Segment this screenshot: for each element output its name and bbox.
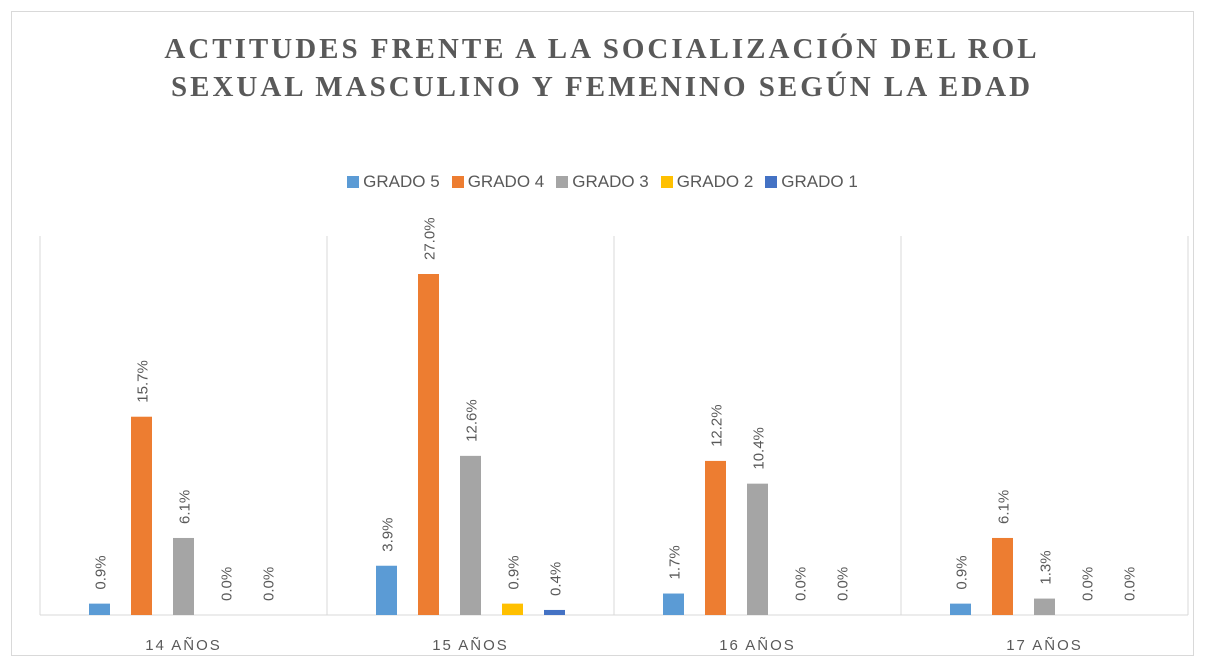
- bar: [173, 537, 194, 615]
- bar: [544, 609, 565, 615]
- legend-label: GRADO 1: [781, 172, 858, 191]
- data-label: 15.7%: [135, 360, 152, 403]
- data-label: 0.9%: [506, 555, 523, 589]
- x-tick-label: 17 AÑOS: [1006, 637, 1083, 654]
- bar: [1034, 598, 1055, 615]
- data-label: 0.0%: [219, 567, 236, 601]
- bar: [705, 460, 726, 615]
- x-tick-label: 14 AÑOS: [145, 637, 222, 654]
- data-label: 6.1%: [177, 490, 194, 524]
- bar: [376, 565, 397, 615]
- data-label: 0.4%: [548, 562, 565, 596]
- legend: GRADO 5 GRADO 4 GRADO 3 GRADO 2 GRADO 1: [0, 172, 1205, 192]
- data-label: 1.7%: [667, 545, 684, 579]
- legend-item: GRADO 1: [765, 172, 858, 192]
- bar: [460, 455, 481, 615]
- legend-swatch: [556, 176, 569, 188]
- data-label: 0.9%: [93, 555, 110, 589]
- bar: [502, 603, 523, 615]
- legend-swatch: [765, 176, 778, 188]
- legend-label: GRADO 3: [572, 172, 649, 191]
- legend-label: GRADO 5: [363, 172, 440, 191]
- data-label: 3.9%: [380, 518, 397, 552]
- data-label: 10.4%: [751, 427, 768, 470]
- bar: [663, 593, 684, 615]
- data-label: 0.9%: [954, 555, 971, 589]
- x-tick-label: 15 AÑOS: [432, 637, 509, 654]
- chart-title: ACTITUDES FRENTE A LA SOCIALIZACIÓN DEL …: [164, 33, 1040, 103]
- bar: [747, 483, 768, 615]
- x-tick-label: 16 AÑOS: [719, 637, 796, 654]
- data-label: 0.0%: [1122, 567, 1139, 601]
- legend-swatch: [451, 176, 464, 188]
- legend-label: GRADO 4: [467, 172, 545, 191]
- chart-frame: [11, 11, 1194, 656]
- bar: [992, 537, 1013, 615]
- bar: [131, 416, 152, 615]
- data-label: 6.1%: [996, 490, 1013, 524]
- bar: [418, 274, 439, 615]
- data-label: 0.0%: [793, 567, 810, 601]
- data-label: 27.0%: [422, 217, 439, 260]
- data-label: 12.6%: [464, 399, 481, 442]
- bar: [950, 603, 971, 615]
- legend-item: GRADO 2: [660, 172, 754, 192]
- legend-item: GRADO 5: [347, 172, 440, 192]
- data-label: 12.2%: [709, 404, 726, 447]
- data-label: 1.3%: [1038, 550, 1055, 584]
- data-label: 0.0%: [261, 567, 278, 601]
- bar: [89, 603, 110, 615]
- legend-label: GRADO 2: [676, 172, 754, 191]
- legend-item: GRADO 3: [556, 172, 649, 192]
- data-label: 0.0%: [1080, 567, 1097, 601]
- legend-item: GRADO 4: [451, 172, 545, 192]
- legend-swatch: [660, 176, 673, 188]
- data-label: 0.0%: [835, 567, 852, 601]
- legend-swatch: [347, 176, 360, 188]
